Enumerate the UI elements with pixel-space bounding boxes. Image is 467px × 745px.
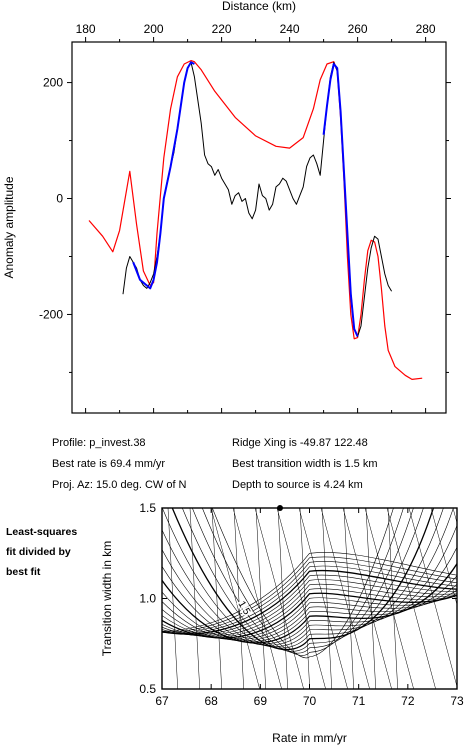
contour-line xyxy=(162,556,457,633)
x-tick-label: 280 xyxy=(416,22,436,36)
best-width-text: Best transition width is 1.5 km xyxy=(232,458,378,470)
contour-line xyxy=(387,508,398,689)
ridge-xing-text: Ridge Xing is -49.87 122.48 xyxy=(232,437,368,449)
side-note-line: Least-squares xyxy=(6,526,78,538)
side-note-line: fit divided by xyxy=(6,546,71,558)
contour-x-tick-label: 70 xyxy=(303,694,317,708)
contour-line xyxy=(408,508,457,688)
contour-line xyxy=(212,508,394,659)
contour-line xyxy=(162,583,457,637)
contour-line xyxy=(162,593,457,639)
contour-line xyxy=(162,524,457,646)
y-tick-label: 200 xyxy=(43,76,63,90)
contour-y-tick-label: 0.5 xyxy=(139,682,156,696)
contour-line xyxy=(167,508,178,689)
contour-line xyxy=(364,508,414,689)
contour-line xyxy=(342,508,392,689)
contour-line xyxy=(162,583,457,641)
contour-line xyxy=(321,508,332,689)
contour-line xyxy=(162,588,457,638)
y-tick-label: -200 xyxy=(39,307,63,321)
contour-x-axis-title: Rate in mm/yr xyxy=(272,731,347,745)
x-tick-label: 200 xyxy=(144,22,164,36)
x-tick-label: 180 xyxy=(76,22,96,36)
contour-y-tick-label: 1.5 xyxy=(139,501,156,515)
contour-x-tick-label: 67 xyxy=(155,694,169,708)
contour-x-tick-label: 73 xyxy=(450,694,464,708)
contour-line xyxy=(343,508,354,689)
profile-text: Profile: p_invest.38 xyxy=(52,437,146,449)
contour-line xyxy=(202,508,404,656)
contour-line xyxy=(320,508,370,689)
side-note-line: best fit xyxy=(6,566,41,578)
contour-lines xyxy=(124,508,457,694)
contour-y-axis-title: Transition width in km xyxy=(100,541,114,657)
contour-line xyxy=(233,508,244,689)
contour-x-tick-label: 72 xyxy=(401,694,415,708)
contour-line xyxy=(452,508,457,524)
contour-line xyxy=(210,508,260,689)
proj-az-text: Proj. Az: 15.0 deg. CW of N xyxy=(52,479,187,491)
fit-window-line xyxy=(322,63,359,337)
contour-x-tick-label: 71 xyxy=(352,694,366,708)
contour-line xyxy=(277,508,288,689)
contour-line-heavy xyxy=(162,592,457,639)
model-anomaly-line xyxy=(88,59,423,380)
contour-line xyxy=(162,579,457,636)
x-tick-label: 220 xyxy=(212,22,232,36)
contour-line xyxy=(189,508,200,689)
y-tick-label: 0 xyxy=(56,192,63,206)
contour-line xyxy=(276,508,326,689)
contour-line xyxy=(254,508,304,689)
contour-line xyxy=(162,565,457,634)
side-note: Least-squares fit divided by best fit xyxy=(6,522,77,582)
contour-line xyxy=(124,508,134,694)
contour-line xyxy=(298,508,348,689)
best-rate-text: Best rate is 69.4 mm/yr xyxy=(52,458,166,470)
contour-line xyxy=(162,561,457,633)
contour-x-tick-label: 68 xyxy=(204,694,218,708)
contour-line xyxy=(162,552,457,632)
contour-line xyxy=(255,508,266,689)
contour-label: 1.5 xyxy=(236,599,253,617)
contour-x-tick-label: 69 xyxy=(254,694,268,708)
fit-window-line xyxy=(132,61,195,290)
contour-line xyxy=(386,508,436,689)
contour-line xyxy=(162,574,457,635)
best-fit-marker xyxy=(277,505,283,511)
y-axis-title: Anomaly amplitude xyxy=(2,176,16,278)
contour-line-heavy xyxy=(162,569,457,635)
depth-text: Depth to source is 4.24 km xyxy=(232,479,363,491)
contour-line xyxy=(232,508,282,689)
contour-line xyxy=(162,546,457,645)
x-tick-label: 260 xyxy=(348,22,368,36)
top-plot-frame xyxy=(71,41,447,414)
x-axis-title: Distance (km) xyxy=(222,0,296,13)
x-tick-label: 240 xyxy=(280,22,300,36)
contour-y-tick-label: 1.0 xyxy=(139,592,156,606)
contour-line xyxy=(299,508,310,689)
contour-line xyxy=(430,508,457,606)
contour-line xyxy=(211,508,222,689)
contour-line xyxy=(365,508,376,689)
contour-line-heavy xyxy=(162,562,457,644)
